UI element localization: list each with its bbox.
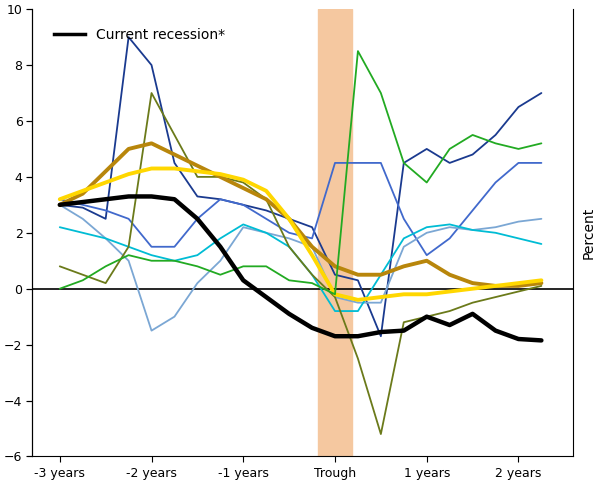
Legend: Current recession*: Current recession* bbox=[49, 23, 230, 48]
Bar bbox=[319, 9, 352, 456]
Y-axis label: Percent: Percent bbox=[582, 207, 596, 259]
